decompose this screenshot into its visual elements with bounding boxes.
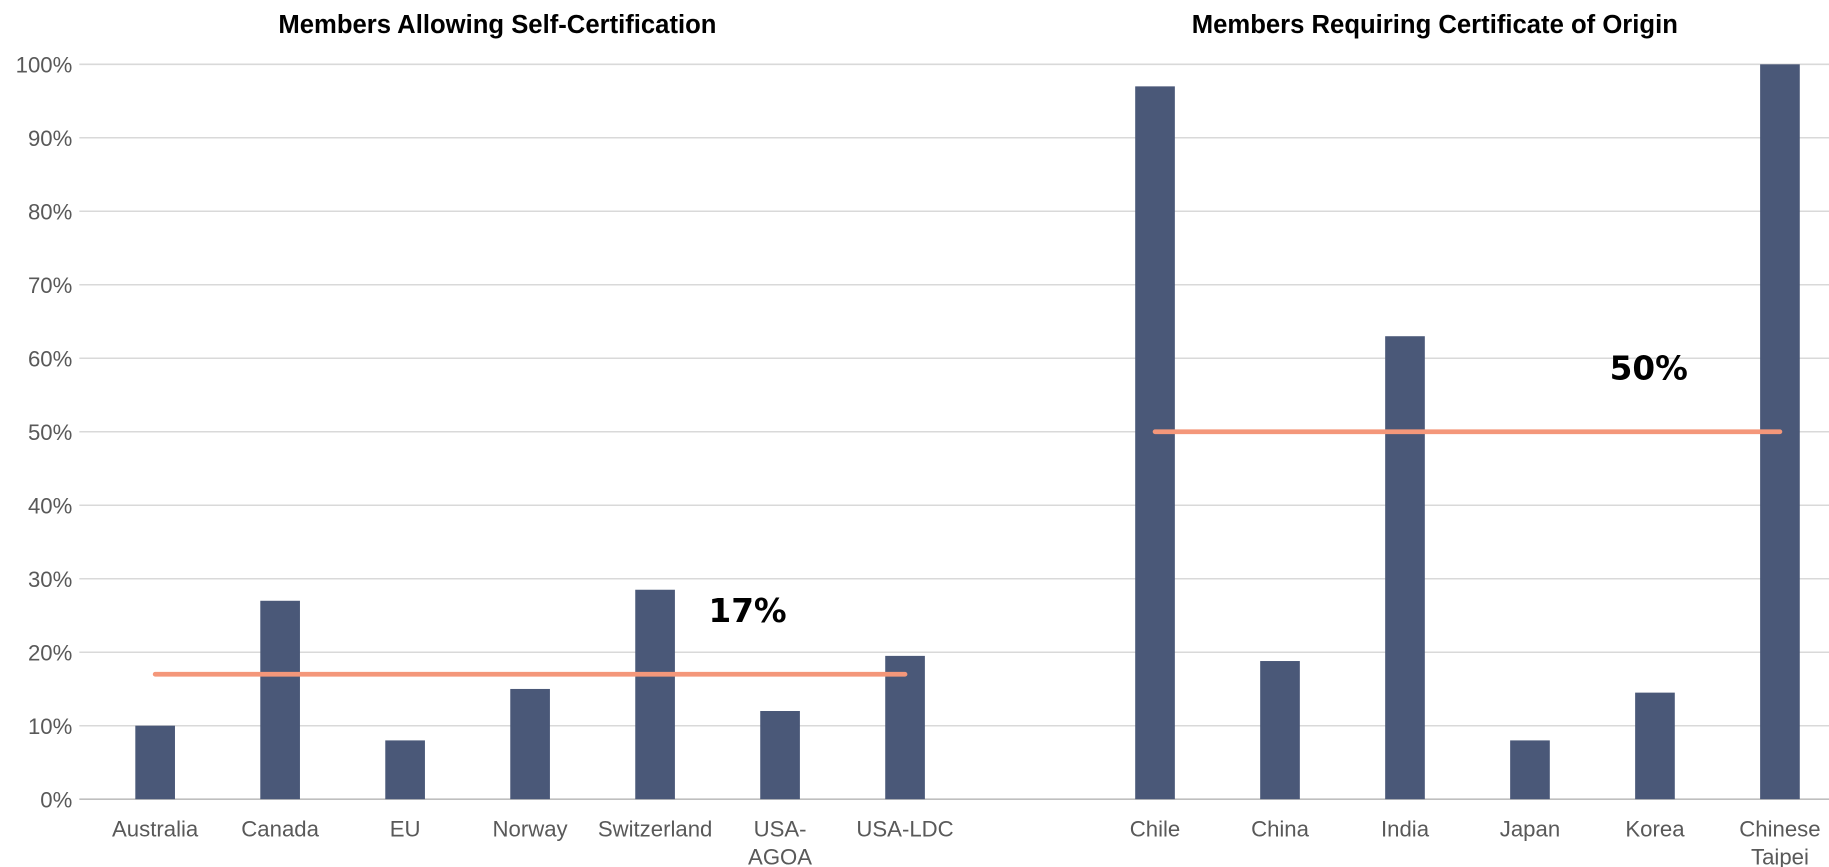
- x-tick-label: Switzerland: [598, 817, 713, 842]
- y-tick-label: 80%: [28, 199, 72, 224]
- bar: [635, 589, 675, 800]
- y-tick-label: 20%: [28, 640, 72, 665]
- y-tick-label: 10%: [28, 714, 72, 739]
- y-tick-label: 0%: [40, 787, 72, 812]
- x-tick-label: Japan: [1500, 817, 1560, 842]
- x-tick-label: Australia: [112, 817, 199, 842]
- x-tick-label: Canada: [241, 817, 319, 842]
- bar: [1635, 692, 1675, 800]
- bar: [1510, 740, 1550, 800]
- y-tick-label: 60%: [28, 346, 72, 371]
- x-tick-label: EU: [390, 817, 421, 842]
- group-title: Members Requiring Certificate of Origin: [1192, 11, 1678, 39]
- group-title: Members Allowing Self-Certification: [278, 11, 716, 39]
- average-label: 17%: [708, 592, 786, 630]
- x-tick-label: Chinese Taipei: [1739, 817, 1820, 867]
- x-tick-label: USA-AGOA: [748, 817, 812, 867]
- y-tick-label: 70%: [28, 273, 72, 298]
- bar: [385, 740, 425, 800]
- bar: [885, 655, 925, 800]
- x-tick-label: India: [1381, 817, 1430, 842]
- y-tick-label: 50%: [28, 420, 72, 445]
- y-tick-label: 30%: [28, 567, 72, 592]
- bar: [135, 725, 175, 800]
- x-tick-label: Korea: [1625, 817, 1685, 842]
- y-tick-label: 40%: [28, 493, 72, 518]
- bar: [760, 710, 800, 800]
- x-tick-label: Norway: [493, 817, 569, 842]
- bar: [1385, 336, 1425, 800]
- bar: [1260, 661, 1300, 800]
- average-label: 50%: [1610, 349, 1688, 387]
- x-tick-label: USA-LDC: [856, 817, 953, 842]
- y-tick-label: 90%: [28, 126, 72, 151]
- x-tick-label: Chile: [1130, 817, 1181, 842]
- y-tick-label: 100%: [16, 52, 73, 77]
- x-tick-label: China: [1251, 817, 1310, 842]
- bar: [1135, 86, 1175, 800]
- bar: [510, 688, 550, 800]
- bar: [260, 600, 300, 800]
